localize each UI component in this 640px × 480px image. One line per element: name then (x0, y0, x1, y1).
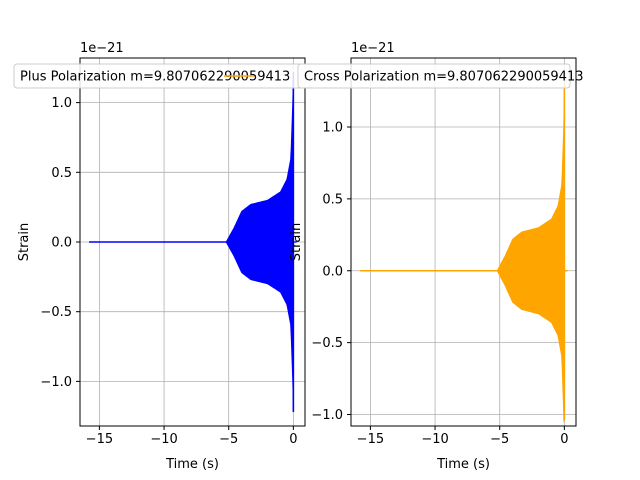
x-tick-label: −15 (86, 432, 113, 447)
legend-2: Cross Polarization m=9.807062290059413 (297, 63, 583, 89)
legend-1: Plus Polarization m=9.807062290059413 (13, 63, 311, 89)
legend-entry-label: Cross Polarization m=9.807062290059413 (304, 70, 583, 85)
y-tick-label: 0.5 (51, 166, 72, 181)
series-1 (360, 72, 568, 422)
legend-entry-label: Plus Polarization m=9.807062290059413 (20, 70, 290, 85)
y-tick-label: −1.0 (311, 408, 343, 423)
y-offset-text: 1e−21 (80, 41, 124, 56)
y-tick-label: −0.5 (40, 305, 72, 320)
x-tick-label: 0 (289, 432, 297, 447)
series-waveform (496, 72, 565, 422)
x-axis-label: Time (s) (436, 457, 490, 472)
x-tick-label: −5 (219, 432, 238, 447)
x-tick-label: −15 (357, 432, 384, 447)
series-1 (89, 71, 297, 413)
x-tick-label: −10 (421, 432, 448, 447)
y-tick-label: 1.0 (322, 121, 343, 136)
series-waveform (225, 71, 294, 413)
y-offset-text: 1e−21 (351, 41, 395, 56)
legend-box (297, 63, 571, 89)
y-tick-label: −1.0 (40, 375, 72, 390)
x-tick-label: 0 (560, 432, 568, 447)
y-axis-label: Strain (289, 223, 304, 262)
x-axis-label: Time (s) (165, 457, 219, 472)
y-tick-label: 0.5 (322, 192, 343, 207)
x-tick-label: −10 (150, 432, 177, 447)
chart-panel-1: −15 −10 −5 0 −1.0 −0.5 0.0 0.5 1.0 1e−21 Time (s) S… (17, 41, 306, 472)
y-axis-label: Strain (17, 223, 32, 262)
y-tick-label: 0.0 (322, 264, 343, 279)
chart-panel-2: −15 −10 −5 0 −1.0 −0.5 0.0 0.5 1.0 1e−21 Time (s) S… (289, 41, 577, 472)
y-tick-label: −0.5 (311, 336, 343, 351)
x-tick-label: −5 (490, 432, 509, 447)
y-tick-label: 1.0 (51, 96, 72, 111)
plot-frame (350, 57, 577, 427)
y-tick-label: 0.0 (51, 236, 72, 251)
